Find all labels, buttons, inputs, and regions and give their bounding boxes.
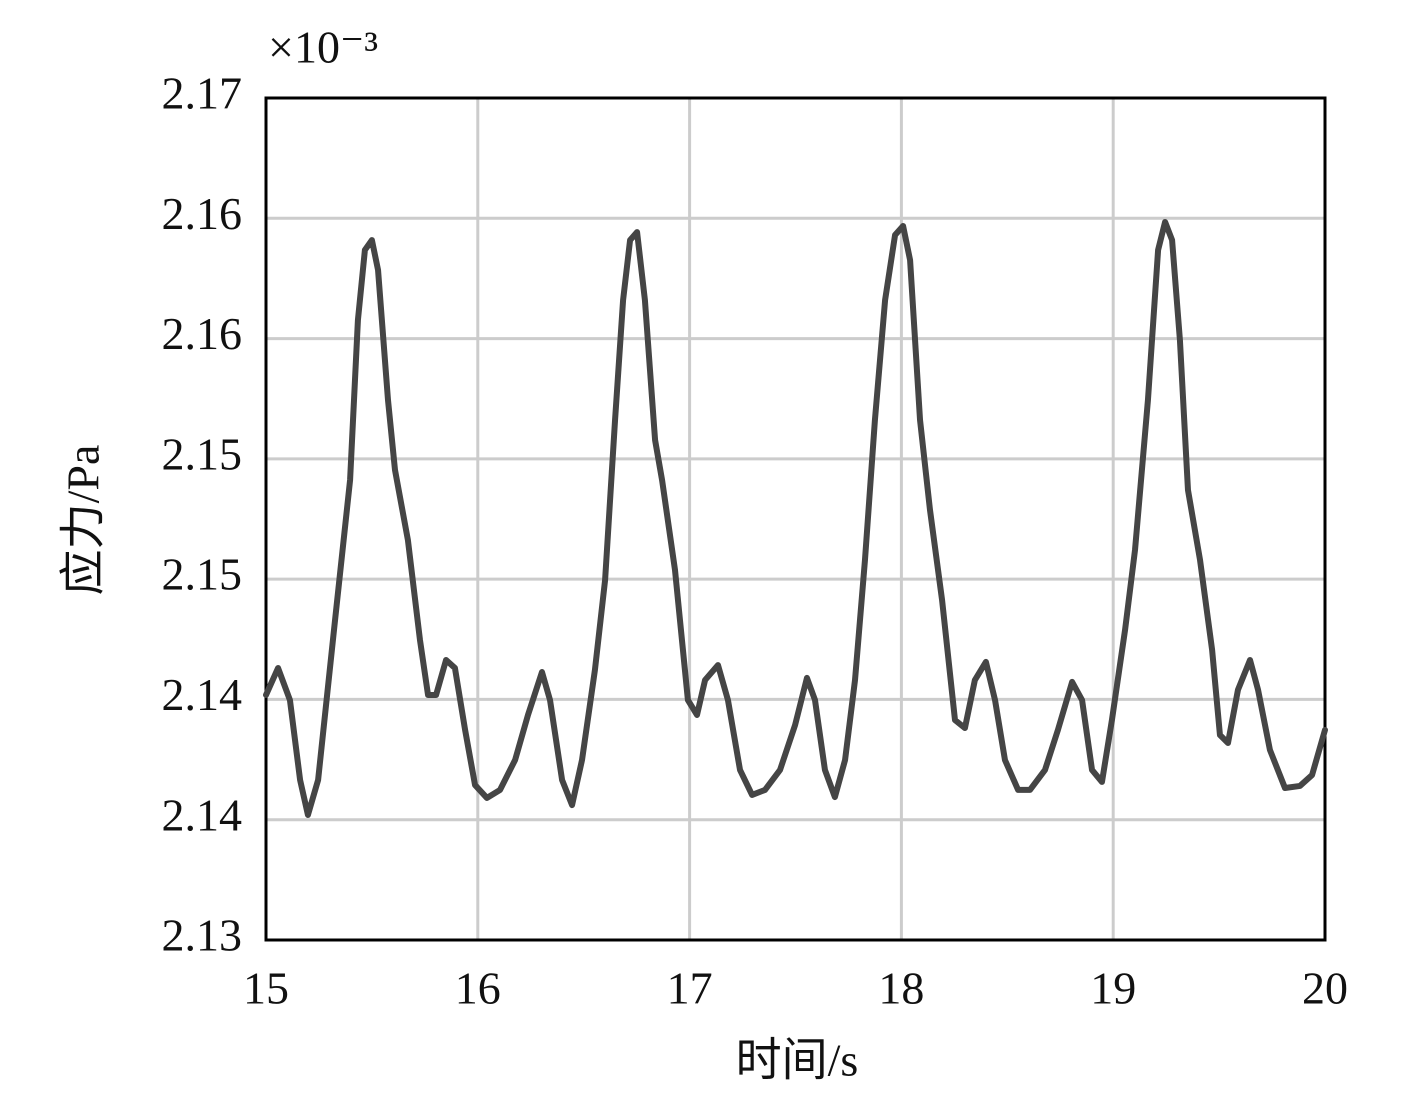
y-tick-label: 2.14	[162, 669, 243, 720]
y-tick-label: 2.16	[162, 188, 243, 239]
y-tick-label: 2.13	[162, 910, 243, 961]
y-tick-label: 2.15	[162, 428, 243, 479]
data-line	[263, 218, 1328, 818]
x-axis-label: 时间/s	[736, 1035, 859, 1086]
y-tick-label: 2.17	[162, 68, 243, 119]
y-multiplier: ×10⁻³	[268, 22, 378, 73]
x-tick-label: 16	[455, 963, 501, 1014]
y-tick-label: 2.14	[162, 789, 243, 840]
x-tick-label: 20	[1302, 963, 1348, 1014]
x-tick-label: 17	[667, 963, 713, 1014]
x-tick-label: 18	[878, 963, 924, 1014]
x-tick-label: 15	[243, 963, 289, 1014]
y-tick-label: 2.16	[162, 308, 243, 359]
y-tick-label: 2.15	[162, 549, 243, 600]
plot-frame	[264, 96, 1327, 942]
x-tick-label: 19	[1090, 963, 1136, 1014]
y-axis-label: 应力/Pa	[58, 445, 109, 596]
